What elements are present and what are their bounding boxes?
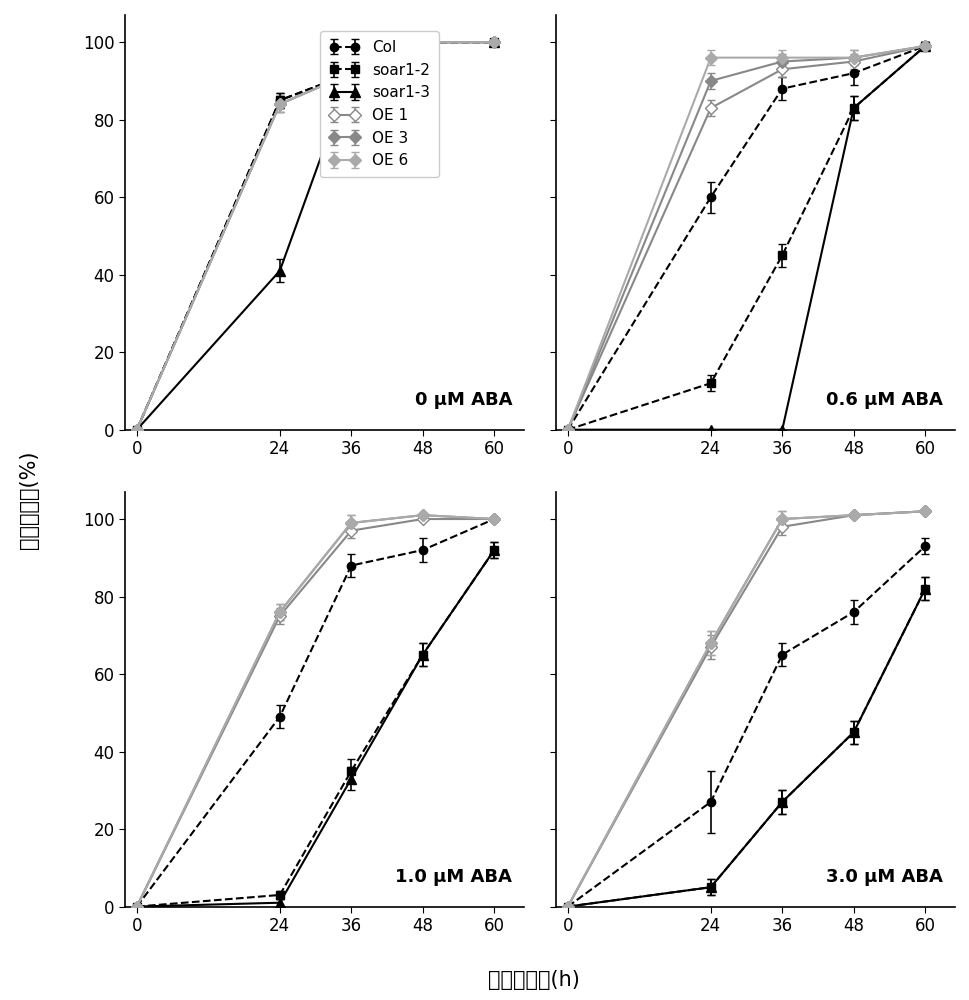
Text: 种子萌发率(%): 种子萌发率(%) [19,451,39,549]
Legend: Col, soar1-2, soar1-3, OE 1, OE 3, OE 6: Col, soar1-2, soar1-3, OE 1, OE 3, OE 6 [320,31,439,177]
Text: 3.0 μM ABA: 3.0 μM ABA [826,868,942,886]
Text: 0 μM ABA: 0 μM ABA [414,391,512,409]
Text: 1.0 μM ABA: 1.0 μM ABA [394,868,512,886]
Text: 0.6 μM ABA: 0.6 μM ABA [826,391,942,409]
Text: 层积后时间(h): 层积后时间(h) [487,970,578,990]
